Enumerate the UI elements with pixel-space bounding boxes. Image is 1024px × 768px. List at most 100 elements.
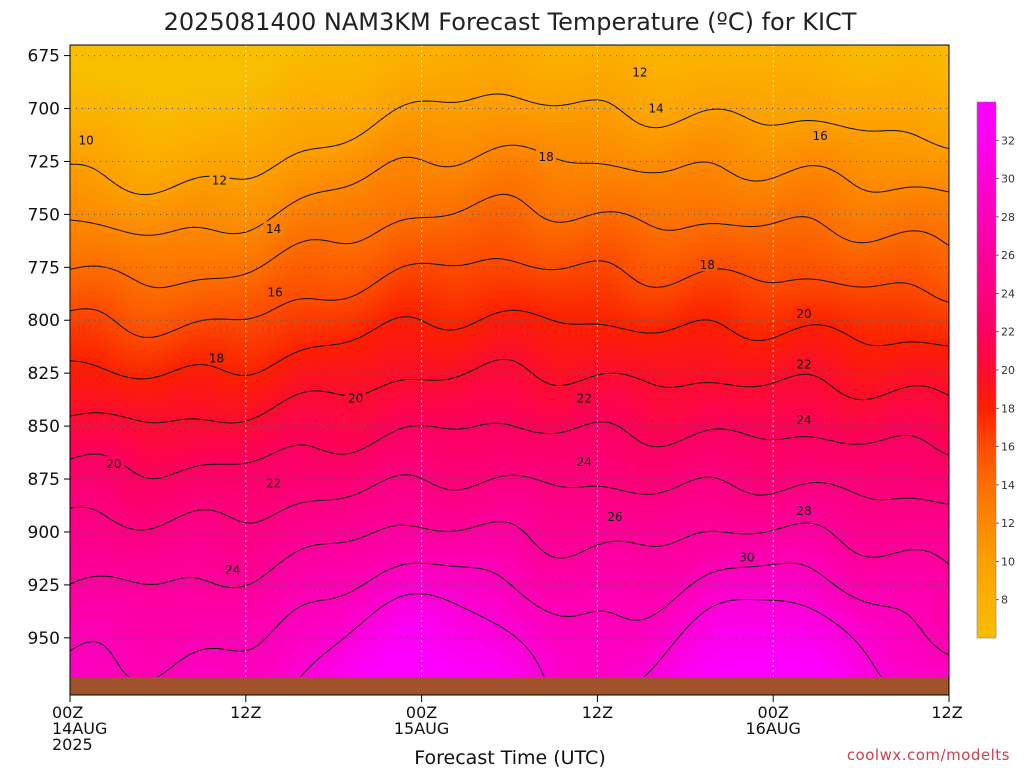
- colorbar-tick-label: 12: [1001, 517, 1015, 530]
- contour-label-text: 22: [577, 392, 592, 406]
- colorbar-tick-label: 8: [1001, 594, 1008, 607]
- y-axis-ticks: 675 700 725 750 775 800 825 850 875 900 925 950: [28, 47, 70, 649]
- contour-label-text: 18: [700, 258, 715, 272]
- chart-title: 2025081400 NAM3KM Forecast Temperature (…: [164, 8, 857, 36]
- contour-label-bg: [629, 64, 650, 79]
- contour-label-bg: [697, 257, 718, 272]
- contour-label: 14: [263, 221, 284, 236]
- contour-label-bg: [604, 509, 625, 524]
- contour-label: 16: [810, 128, 831, 143]
- contour-label-bg: [793, 305, 814, 320]
- x-axis-label: Forecast Time (UTC): [414, 747, 605, 768]
- colorbar-tick-label: 26: [1001, 249, 1015, 262]
- contour-28: [70, 562, 949, 680]
- y-tick-label: 850: [28, 417, 60, 437]
- contour-labels: 10 12 14 16 18 20 20 22 24 12 14 16 18 18 20 22 22 24 24 26…: [76, 64, 831, 577]
- x-tick-label: 15AUG: [394, 719, 449, 738]
- contour-label-bg: [793, 502, 814, 517]
- contour-label-text: 28: [796, 504, 811, 518]
- contour-label-bg: [574, 390, 595, 405]
- x-tick-label: 00Z: [406, 703, 437, 722]
- y-tick-label: 925: [28, 576, 60, 596]
- contour-label-text: 12: [212, 174, 227, 188]
- y-tick-label: 725: [28, 152, 60, 172]
- contour-24: [70, 474, 949, 531]
- contour-label-bg: [263, 221, 284, 236]
- contour-label-text: 14: [266, 222, 281, 236]
- y-tick-label: 800: [28, 311, 60, 331]
- contour-label-bg: [536, 149, 557, 164]
- colorbar-tick-label: 22: [1001, 326, 1015, 339]
- contour-label-bg: [646, 100, 666, 115]
- contour-label: 28: [793, 502, 814, 518]
- ground-strip: [70, 677, 949, 695]
- x-tick-label: 00Z: [758, 703, 789, 722]
- colorbar-tick-label: 14: [1001, 479, 1015, 492]
- contour-label-bg: [76, 132, 97, 147]
- y-tick-label: 675: [28, 47, 60, 67]
- contour-label: 24: [222, 562, 243, 577]
- y-tick-label: 875: [28, 470, 60, 490]
- contour-label-bg: [810, 128, 831, 143]
- contour-label-text: 14: [648, 102, 663, 116]
- contour-label: 22: [793, 356, 814, 372]
- contour-14: [70, 193, 949, 289]
- colorbar-tick-label: 24: [1001, 287, 1015, 300]
- x-tick-label: 14AUG: [52, 719, 107, 738]
- contour-26: [70, 521, 949, 589]
- contour-label-text: 24: [577, 455, 592, 469]
- contour-label: 20: [103, 456, 124, 471]
- x-tick-label: 16AUG: [745, 719, 800, 738]
- colorbar-tick-label: 20: [1001, 364, 1015, 377]
- colorbar-tick-label: 16: [1001, 441, 1015, 454]
- contour-label: 16: [265, 284, 286, 300]
- x-tick-label: 12Z: [230, 703, 261, 722]
- contour-label-bg: [793, 411, 814, 426]
- contour-label-text: 20: [348, 392, 363, 406]
- plot-frame: [69, 44, 950, 696]
- colorbar-tick-label: 30: [1001, 173, 1015, 186]
- contour-label-text: 16: [267, 286, 282, 300]
- contour-label: 20: [793, 305, 814, 321]
- contour-label-text: 24: [225, 563, 240, 577]
- contour-label: 24: [574, 454, 595, 469]
- x-tick-label: 2025: [52, 735, 93, 754]
- contour-label-bg: [793, 356, 814, 371]
- contour-label-text: 26: [607, 510, 622, 524]
- contour-label-bg: [345, 390, 366, 405]
- credit-text: coolwx.com/modelts: [847, 746, 1010, 764]
- y-tick-label: 750: [28, 205, 60, 225]
- contour-label-bg: [103, 456, 124, 471]
- contour-label: 14: [646, 100, 666, 116]
- contour-22: [70, 421, 949, 480]
- contour-label-text: 22: [266, 476, 281, 490]
- contour-label: 22: [263, 475, 284, 490]
- contour-label-bg: [206, 350, 227, 365]
- contour-label-text: 12: [632, 66, 647, 80]
- colorbar-tick-label: 18: [1001, 402, 1015, 415]
- contour-label-text: 22: [796, 358, 811, 372]
- contour-label: 12: [209, 172, 230, 188]
- contour-label-text: 10: [78, 133, 93, 147]
- y-tick-label: 775: [28, 258, 60, 278]
- contour-label-text: 16: [812, 129, 827, 143]
- contour-label-bg: [574, 454, 595, 469]
- isotherm-contours: [70, 93, 949, 680]
- x-tick-label: 12Z: [582, 703, 613, 722]
- contour-label: 18: [206, 350, 227, 365]
- y-tick-label: 900: [28, 523, 60, 543]
- contour-label-bg: [222, 562, 243, 577]
- y-tick-label: 950: [28, 629, 60, 649]
- contour-label: 18: [697, 257, 718, 272]
- contour-label-text: 20: [106, 457, 121, 471]
- contour-label: 20: [345, 390, 366, 406]
- contour-label-text: 24: [796, 413, 811, 427]
- plot-area: 10 12 14 16 18 20 20 22 24 12 14 16 18 18 20 22 22 24 24 26…: [69, 44, 950, 696]
- contour-label-bg: [209, 172, 230, 187]
- colorbar-ticks: 8 10 12 14 16 18 20 22 24 26 28 30 32: [996, 134, 1015, 607]
- x-tick-label: 00Z: [52, 703, 83, 722]
- contour-label: 30: [736, 549, 757, 564]
- contour-label: 18: [536, 149, 557, 164]
- contour-label-bg: [265, 284, 286, 299]
- contour-label: 24: [793, 411, 814, 427]
